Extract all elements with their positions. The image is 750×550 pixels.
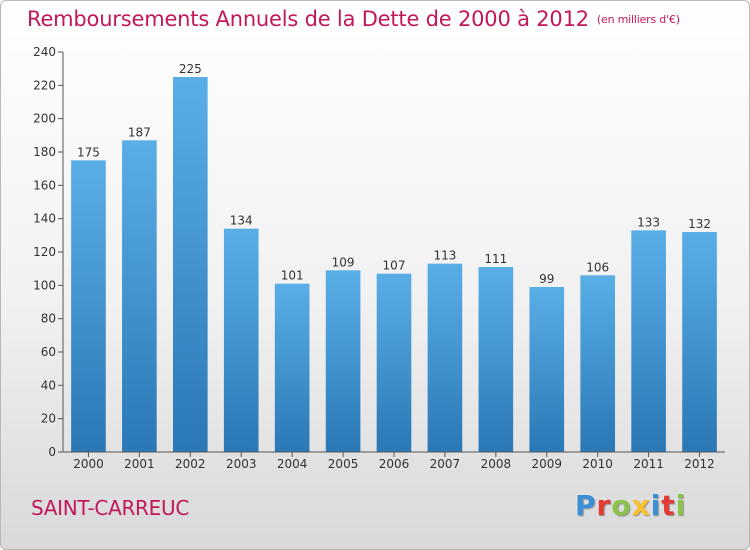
bar-2010 (580, 275, 616, 452)
logo-letter: r (596, 489, 612, 522)
bar-2011 (631, 230, 666, 452)
bar-2003 (223, 228, 259, 452)
chart-subtitle: (en milliers d'€) (596, 13, 680, 26)
data-label: 109 (332, 255, 355, 269)
x-tick-label: 2007 (430, 457, 461, 471)
x-tick-label: 2000 (73, 457, 104, 471)
data-label: 101 (281, 269, 304, 283)
logo-letter: i (650, 489, 662, 522)
chart-title-text: Remboursements Annuels de la Dette de 20… (27, 7, 589, 31)
x-tick-label: 2011 (633, 457, 664, 471)
bar-2000 (71, 160, 106, 453)
y-tick-label: 140 (33, 212, 56, 226)
data-label: 106 (586, 260, 609, 274)
y-tick-label: 180 (33, 145, 56, 159)
data-label: 111 (484, 252, 507, 266)
x-axis: 2000 2001 2002 2003 2004 2005 2006 2007 2008 2009… (63, 451, 725, 471)
bar-2012 (682, 232, 717, 452)
y-tick-label: 100 (33, 278, 56, 292)
bars: 175 187 225 134 101 109 107 113 111 99 106 133 132 (71, 62, 717, 453)
bar-2004 (274, 283, 310, 452)
city-name: SAINT-CARREUC (31, 496, 189, 520)
x-tick-label: 2006 (379, 457, 410, 471)
bar-2006 (376, 273, 412, 452)
logo-letter: o (611, 489, 632, 522)
y-tick-label: 60 (41, 345, 56, 359)
x-tick-label: 2012 (684, 457, 715, 471)
data-label: 175 (77, 145, 100, 159)
bar-2009 (529, 287, 565, 452)
proxiti-logo: Proxiti (575, 489, 686, 522)
y-tick-label: 160 (33, 178, 56, 192)
data-label: 133 (637, 215, 660, 229)
data-label: 134 (230, 214, 253, 228)
y-tick-label: 80 (41, 312, 56, 326)
y-tick-label: 0 (48, 445, 56, 459)
bar-2005 (325, 270, 361, 452)
x-tick-label: 2002 (175, 457, 206, 471)
y-tick-label: 200 (33, 112, 56, 126)
y-tick-label: 40 (41, 378, 56, 392)
y-tick-label: 220 (33, 78, 56, 92)
data-label: 107 (383, 259, 406, 273)
x-tick-label: 2004 (277, 457, 308, 471)
logo-letter: i (675, 489, 687, 522)
bar-2002 (172, 77, 208, 452)
x-tick-label: 2010 (582, 457, 613, 471)
data-label: 187 (128, 125, 151, 139)
y-tick-label: 120 (33, 245, 56, 259)
chart-title: Remboursements Annuels de la Dette de 20… (27, 7, 680, 31)
bar-2007 (427, 263, 463, 452)
x-tick-label: 2005 (328, 457, 359, 471)
x-tick-label: 2001 (124, 457, 155, 471)
y-axis: 0 20 40 60 80 100 120 140 160 180 200 220 240 (33, 45, 64, 459)
logo-letter: t (661, 489, 676, 522)
y-tick-label: 240 (33, 45, 56, 59)
data-label: 113 (433, 249, 456, 263)
bar-2008 (478, 267, 514, 452)
bar-2001 (122, 140, 157, 453)
data-label: 99 (539, 272, 554, 286)
logo-letter: x (631, 489, 651, 522)
x-tick-label: 2008 (481, 457, 512, 471)
logo-letter: P (575, 489, 597, 522)
data-label: 225 (179, 62, 202, 76)
x-tick-label: 2009 (531, 457, 562, 471)
y-tick-label: 20 (41, 412, 56, 426)
data-label: 132 (688, 217, 711, 231)
x-tick-label: 2003 (226, 457, 257, 471)
